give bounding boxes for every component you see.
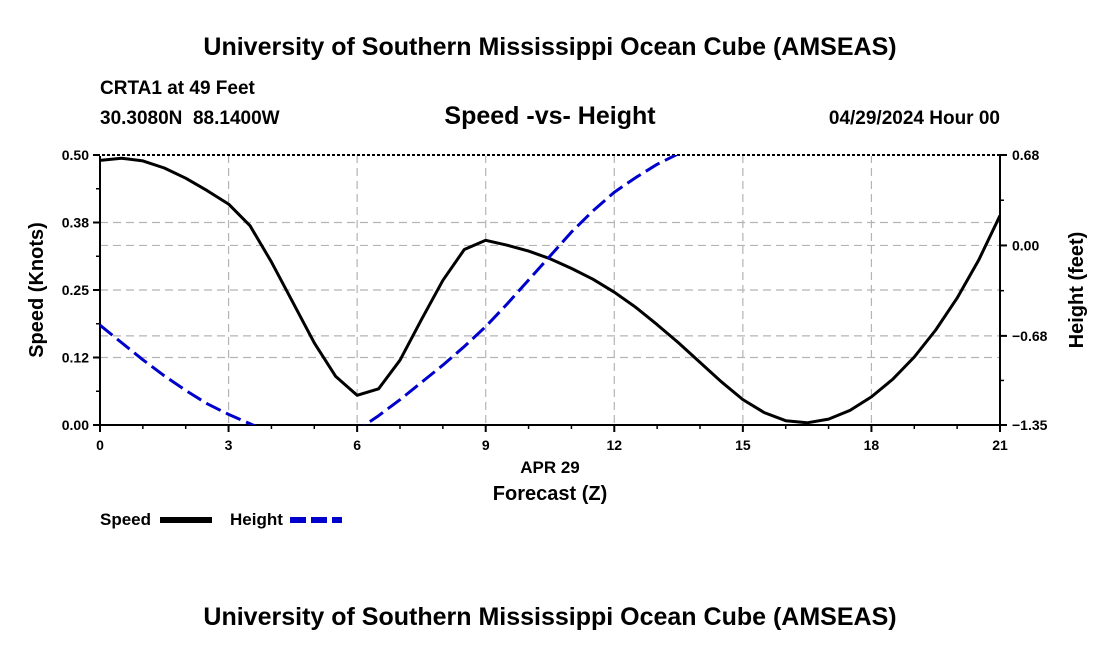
speed-series-line <box>100 156 1000 425</box>
footer-title: University of Southern Mississippi Ocean… <box>203 603 896 631</box>
y-right-axis-label: Height (feet) <box>1066 232 1088 349</box>
main-title: University of Southern Mississippi Ocean… <box>203 33 896 61</box>
legend-speed-label: Speed <box>100 510 151 529</box>
station-label: CRTA1 at 49 Feet <box>100 78 256 99</box>
height-series-line <box>100 155 1000 425</box>
y-left-axis-label: Speed (Knots) <box>26 222 48 358</box>
grid-layer <box>100 154 1000 426</box>
plot-title: Speed -vs- Height <box>444 102 656 130</box>
y-right-tick-label: 0.68 <box>1012 147 1039 163</box>
ticks-layer: 0 3 6 9 12 15 18 21 0.00 0.12 0.25 0.38 0.50 −1.35 −0.… <box>62 147 1048 453</box>
x-tick-label: 12 <box>606 437 622 453</box>
x-tick-label: 15 <box>735 437 751 453</box>
y-left-tick-label: 0.12 <box>62 350 89 366</box>
x-tick-label: 6 <box>353 437 361 453</box>
x-axis-date-label: APR 29 <box>520 458 580 477</box>
y-left-tick-label: 0.25 <box>62 282 89 298</box>
datetime-label: 04/29/2024 Hour 00 <box>829 108 1000 129</box>
series-layer <box>100 155 1000 425</box>
legend: Speed Height <box>100 510 342 529</box>
y-right-tick-label: −1.35 <box>1012 417 1048 433</box>
y-left-tick-label: 0.00 <box>62 417 89 433</box>
x-axis-label: Forecast (Z) <box>493 483 607 505</box>
x-tick-label: 0 <box>96 437 104 453</box>
y-left-tick-label: 0.38 <box>62 215 89 231</box>
x-tick-label: 3 <box>225 437 233 453</box>
y-right-tick-label: 0.00 <box>1012 237 1039 253</box>
x-tick-label: 18 <box>864 437 880 453</box>
x-tick-label: 9 <box>482 437 490 453</box>
x-tick-label: 21 <box>992 437 1008 453</box>
y-left-tick-label: 0.50 <box>62 147 89 163</box>
y-right-tick-label: −0.68 <box>1012 328 1048 344</box>
coords-label: 30.3080N 88.1400W <box>100 108 280 129</box>
legend-height-label: Height <box>230 510 283 529</box>
